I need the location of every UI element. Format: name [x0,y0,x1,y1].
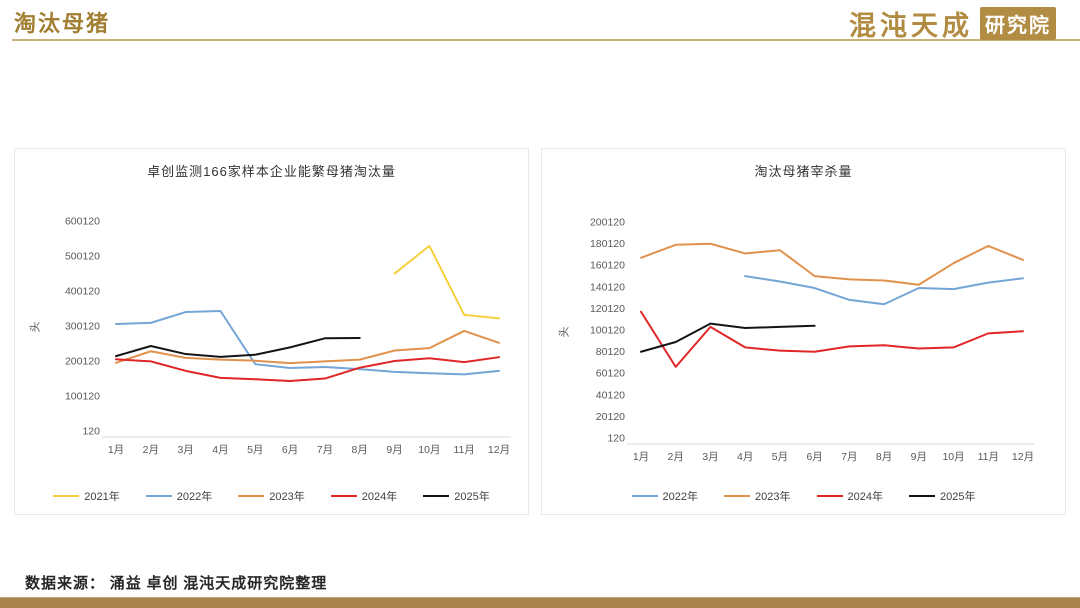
bottom-accent-bar [0,597,1080,608]
y-tick-label: 20120 [596,411,625,423]
legend-line-icon [908,494,935,498]
x-tick-label: 1月 [108,444,124,456]
x-tick-label: 6月 [806,451,822,463]
data-source-note: 数据来源： 涌益 卓创 混沌天成研究院整理 [25,576,328,592]
x-tick-label: 5月 [772,451,788,463]
legend-label: 2024年 [847,491,883,503]
x-tick-label: 9月 [911,451,927,463]
left-chart-title: 卓创监测166家样本企业能繁母猪淘汰量 [147,164,396,179]
company-logo: 混沌天成 研究院 [849,4,1056,43]
series-line-2022年 [744,275,1024,306]
logo-badge-text: 研究院 [980,7,1056,40]
legend-label: 2022年 [662,491,699,503]
y-tick-label: 100120 [590,325,625,337]
x-tick-label: 11月 [453,444,474,456]
series-line-2023年 [640,242,1024,286]
x-tick-label: 12月 [1012,451,1034,463]
legend-line-icon [631,494,658,498]
x-tick-label: 4月 [212,444,228,456]
x-tick-label: 12月 [488,444,510,456]
legend-item: 2023年 [724,488,791,504]
y-tick-label: 120120 [590,303,625,315]
right-chart-canvas: 120 20120 40120 60120 80120 100120 120120 14012… [590,217,1035,463]
legend-item: 2023年 [238,488,305,504]
y-tick-label: 500120 [65,251,100,263]
x-tick-label: 7月 [841,451,857,463]
right-chart-legend: 2022年 2023年 2024年 2025年 [542,488,1065,504]
x-tick-label: 5月 [247,444,263,456]
x-tick-label: 1月 [633,451,649,463]
x-tick-label: 2月 [668,451,684,463]
x-tick-label: 7月 [317,444,333,456]
legend-line-icon [423,494,450,498]
x-tick-label: 9月 [386,444,402,456]
series-line-2023年 [115,329,500,365]
left-chart-canvas: 120 100120 200120 300120 400120 500120 600120 1… [65,216,511,456]
y-tick-label: 160120 [590,260,625,272]
legend-line-icon [724,494,751,498]
x-tick-label: 11月 [978,451,999,463]
series-line-2025年 [115,336,361,358]
legend-label: 2025年 [454,491,490,503]
legend-label: 2022年 [176,491,213,503]
y-tick-label: 40120 [596,389,625,401]
legend-item: 2022年 [631,488,699,504]
series-line-2024年 [115,356,500,382]
legend-item: 2025年 [423,488,490,504]
y-tick-label: 60120 [596,368,625,380]
legend-label: 2021年 [84,491,120,503]
x-tick-label: 10月 [942,451,964,463]
legend-item: 2021年 [53,488,120,504]
y-tick-label: 100120 [65,391,100,403]
page-title: 淘汰母猪 [14,11,111,36]
x-tick-label: 10月 [418,444,440,456]
y-tick-label: 600120 [65,216,100,228]
x-tick-label: 3月 [177,444,193,456]
x-tick-label: 3月 [702,451,718,463]
legend-label: 2023年 [269,491,305,503]
x-tick-label: 6月 [282,444,298,456]
header-divider [12,39,1080,41]
logo-brand-text: 混沌天成 [849,11,973,41]
y-tick-label: 80120 [596,346,625,358]
right-chart-title: 淘汰母猪宰杀量 [754,164,853,179]
series-line-2021年 [393,244,500,320]
legend-label: 2023年 [755,491,791,503]
y-tick-label: 120 [82,426,100,438]
left-chart-legend: 2021年 2022年 2023年 2024年 2025年 [15,488,528,504]
y-tick-label: 180120 [590,238,625,250]
x-tick-label: 8月 [352,444,368,456]
legend-line-icon [330,494,357,498]
left-chart-panel: 卓创监测166家样本企业能繁母猪淘汰量 头 120 100120 200120 300… [14,148,529,515]
legend-line-icon [238,494,265,498]
series-line-2025年 [640,322,816,353]
right-chart-panel: 淘汰母猪宰杀量 头 120 20120 40120 60120 80120 100120 1… [541,148,1066,515]
series-line-2022年 [115,309,500,376]
x-tick-label: 4月 [737,451,753,463]
y-tick-label: 140120 [590,281,625,293]
legend-item: 2024年 [816,488,883,504]
y-tick-label: 120 [607,433,625,445]
legend-line-icon [145,494,172,498]
y-tick-label: 300120 [65,321,100,333]
legend-line-icon [816,494,843,498]
legend-label: 2024年 [361,491,398,503]
legend-item: 2022年 [145,488,213,504]
x-tick-label: 8月 [876,451,892,463]
y-tick-label: 400120 [65,286,100,298]
y-tick-label: 200120 [65,356,100,368]
x-tick-label: 2月 [143,444,159,456]
y-tick-label: 200120 [590,217,625,229]
series-line-2024年 [640,310,1024,368]
legend-line-icon [53,494,80,498]
legend-label: 2025年 [939,491,976,503]
legend-item: 2024年 [330,488,398,504]
legend-item: 2025年 [908,488,976,504]
